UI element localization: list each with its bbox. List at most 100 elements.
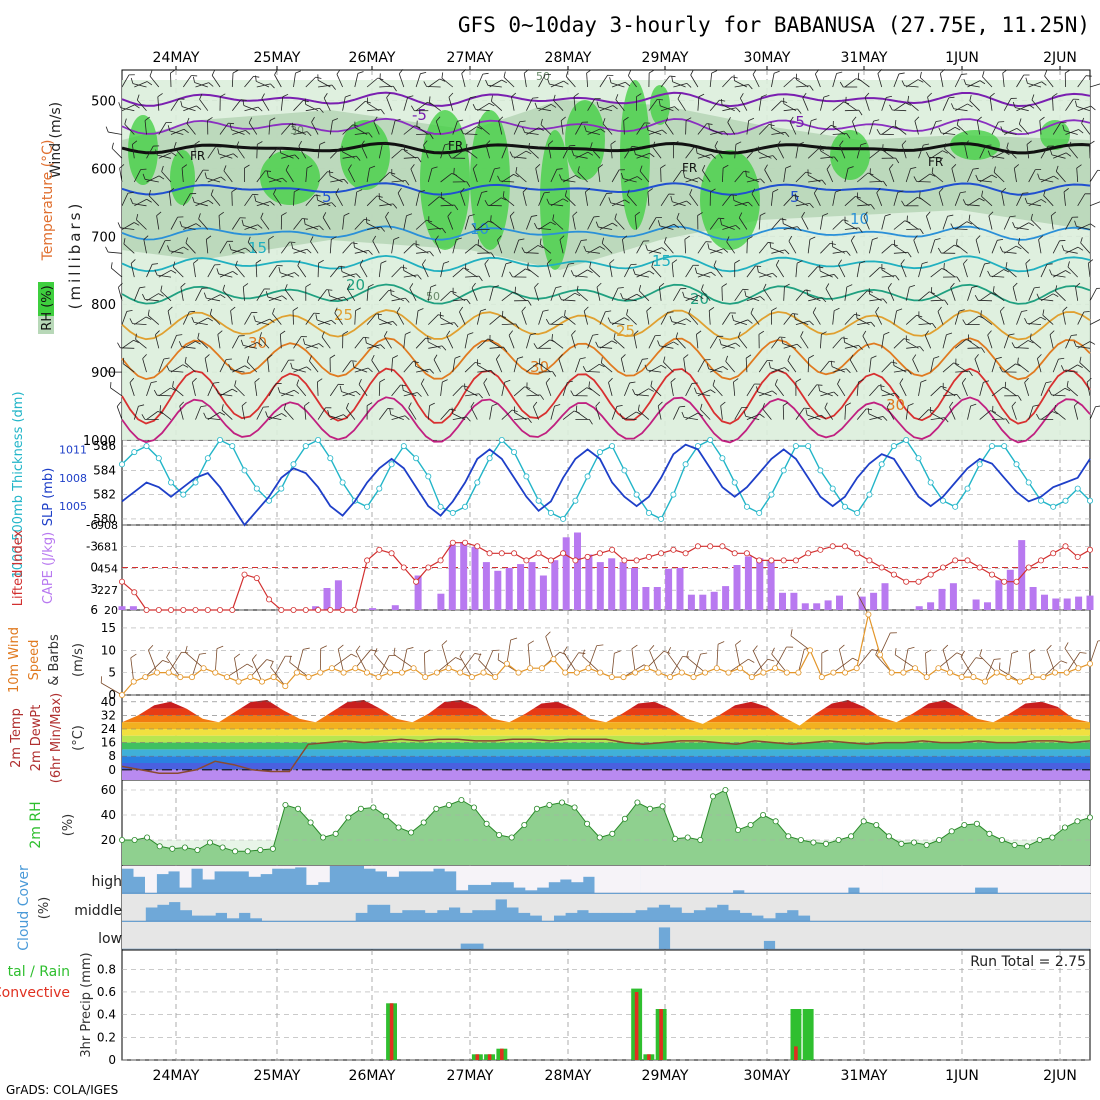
barb-shaft — [1065, 246, 1079, 254]
cloud-gap-bar — [471, 922, 484, 944]
barb-flag — [719, 338, 722, 345]
wind-barb — [207, 117, 213, 135]
barb-shaft — [954, 192, 961, 206]
barb-shaft — [501, 174, 514, 183]
barb-flag — [459, 306, 464, 313]
wind-barb — [121, 74, 135, 88]
cloud-gap-bar — [495, 922, 508, 949]
wind-barb — [967, 285, 978, 301]
wind-barb — [575, 239, 587, 254]
wind-barb — [1006, 142, 1017, 159]
barb-shaft — [390, 414, 404, 420]
surface-wind-barb — [319, 645, 327, 673]
barb-flag — [475, 361, 481, 365]
wind-speed-line-marker — [970, 674, 977, 681]
wind-barb — [962, 199, 980, 207]
barb-flag — [277, 387, 281, 393]
barb-shaft — [964, 144, 968, 159]
barb-flag — [379, 73, 381, 80]
wind-barb — [697, 241, 712, 254]
barb-flag — [935, 120, 942, 122]
barb-shaft — [733, 320, 748, 325]
barb-shaft — [577, 171, 588, 183]
wind-barb — [428, 78, 446, 88]
isotherm-10 — [121, 225, 1091, 241]
cape-bar — [733, 565, 741, 610]
wind-barb — [901, 200, 919, 207]
barb-shaft — [900, 263, 907, 278]
wind-barb — [522, 127, 539, 135]
barb-shaft — [1043, 660, 1062, 678]
barb-flag — [710, 389, 716, 394]
barb-shaft — [526, 97, 533, 111]
wind-barb — [571, 150, 588, 159]
barb-flag — [440, 192, 442, 198]
wind-barb — [582, 366, 600, 373]
date-label-bottom: 1JUN — [945, 1068, 979, 1084]
wind-barb — [906, 346, 924, 352]
barb-shaft — [1001, 191, 1005, 206]
barb-shaft — [965, 204, 980, 207]
barb-shaft — [221, 409, 233, 420]
li-line-marker — [486, 550, 493, 557]
barb-flag — [697, 212, 703, 216]
wind-barb — [483, 378, 490, 397]
barb-shaft — [590, 147, 601, 159]
barb-flag — [393, 647, 396, 655]
wind-barb — [293, 188, 300, 206]
barb-flag — [429, 133, 434, 140]
barb-flag — [134, 104, 140, 109]
barb-flag — [893, 359, 895, 366]
barb-flag — [1011, 650, 1019, 654]
barb-shaft — [624, 293, 637, 302]
barb-shaft — [906, 346, 921, 349]
date-label-top: 30MAY — [744, 50, 791, 66]
barb-shaft — [856, 317, 870, 325]
barb-shaft — [764, 169, 772, 183]
barb-flag — [1049, 330, 1055, 335]
barb-flag — [991, 174, 998, 179]
rh2m-line-marker — [521, 822, 528, 829]
barb-shaft — [839, 145, 846, 159]
barb-flag — [368, 250, 373, 255]
precip-conv-bar — [475, 1054, 480, 1060]
barb-shaft — [988, 215, 993, 230]
barb-flag — [649, 152, 655, 158]
li-line-marker — [694, 543, 701, 550]
rh2m-line-marker — [772, 818, 779, 825]
barb-shaft — [708, 310, 711, 325]
wind-barb — [832, 121, 846, 135]
barb-flag — [282, 93, 289, 98]
barb-flag — [377, 77, 384, 81]
barb-shaft — [502, 316, 515, 325]
barb-flag — [772, 390, 778, 395]
wind-barb — [771, 336, 786, 349]
barb-flag — [759, 296, 765, 301]
wind-speed-line-marker — [119, 692, 126, 699]
barb-flag — [484, 259, 489, 265]
wind-barb — [491, 95, 503, 111]
cloud-gap-bar — [513, 866, 526, 888]
barb-shaft — [367, 102, 380, 112]
isotherm-25 — [121, 309, 1091, 341]
cape-bar — [482, 562, 490, 610]
precip-tick-label: 0.6 — [97, 985, 116, 999]
barb-shaft — [261, 98, 270, 111]
barb-shaft — [1019, 123, 1029, 135]
barb-shaft — [305, 107, 320, 112]
wind-barb — [550, 286, 562, 301]
wind-barb — [170, 128, 189, 135]
barb-shaft — [560, 120, 564, 135]
thickness-line-marker — [903, 436, 910, 443]
date-label-bottom: 26MAY — [349, 1068, 396, 1084]
barb-shaft — [538, 74, 546, 88]
barb-flag — [1081, 117, 1085, 124]
barb-flag — [940, 385, 947, 389]
barb-shaft — [145, 660, 163, 678]
rh2m-line-marker — [986, 830, 993, 837]
barb-flag — [1008, 333, 1015, 336]
thickness-line-marker — [780, 467, 787, 474]
barb-flag — [514, 286, 516, 293]
wind-barb — [427, 402, 435, 420]
